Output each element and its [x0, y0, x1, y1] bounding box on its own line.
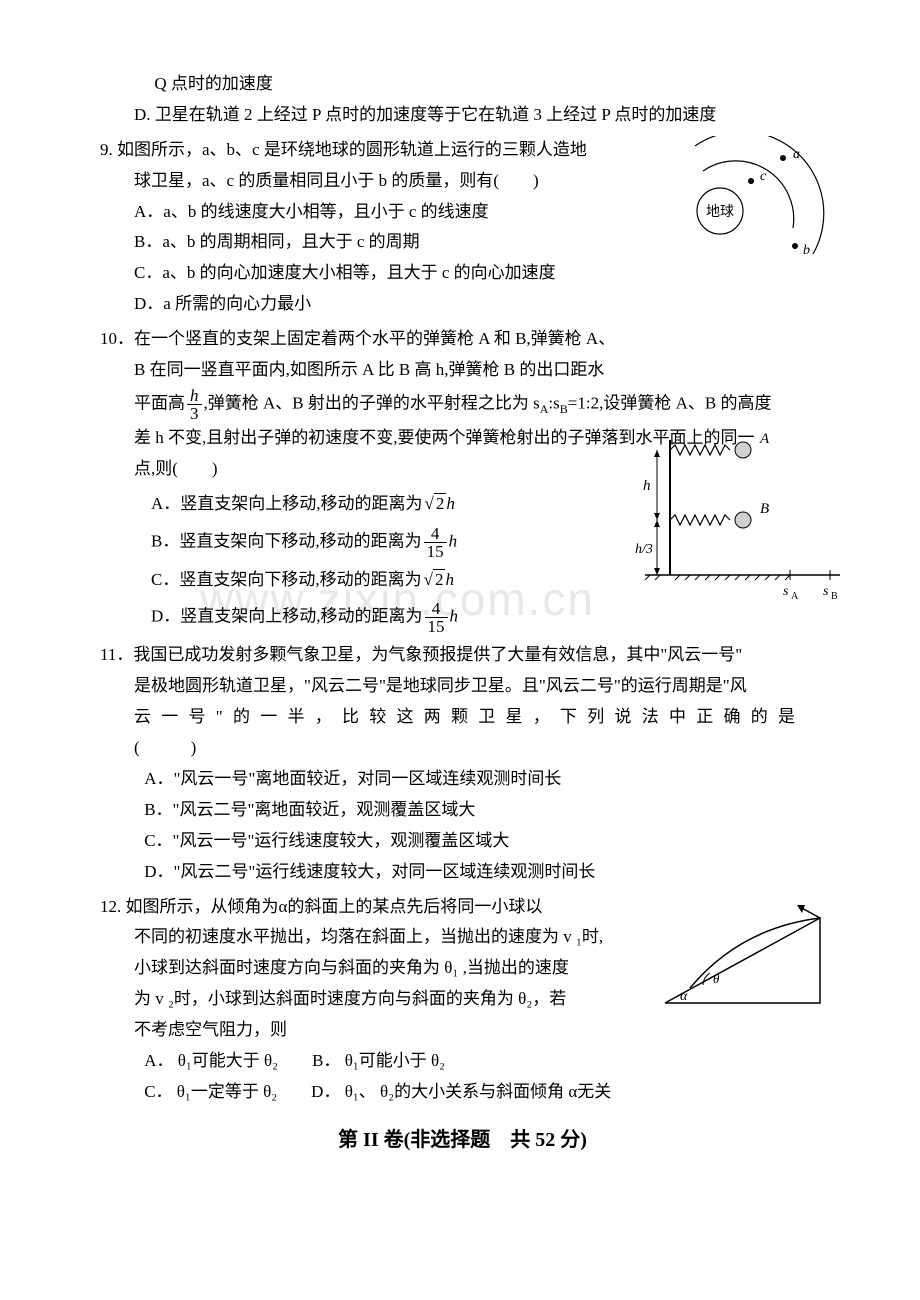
q10-opt-d: D．竖直支架向上移动,移动的距离为415h — [100, 600, 825, 635]
q8-opt-d: D. 卫星在轨道 2 上经过 P 点时的加速度等于它在轨道 3 上经过 P 点时… — [100, 101, 825, 130]
q9: 地球 c a b 9. 如图所示，a、b、c 是环绕地球的圆形轨道上运行的三颗人… — [100, 136, 825, 319]
q11: 11．我国已成功发射多颗气象卫星，为气象预报提供了大量有效信息，其中"风云一号"… — [100, 641, 825, 886]
q8-tail: Q 点时的加速度 D. 卫星在轨道 2 上经过 P 点时的加速度等于它在轨道 3… — [100, 70, 825, 130]
sqrt2h-a: 2 — [423, 490, 447, 519]
q11-stem4: ( ) — [100, 734, 825, 763]
label-c: c — [760, 169, 767, 184]
svg-text:B: B — [831, 591, 838, 602]
q11-stem2: 是极地圆形轨道卫星，"风云二号"是地球同步卫星。且"风云二号"的运行周期是"风 — [100, 672, 825, 701]
q12-opt-cd: C． θ₁一定等于 θ₂ D． θ₁、 θ₂的大小关系与斜面倾角 α无关 — [100, 1078, 825, 1107]
q8-c-tail: Q 点时的加速度 — [100, 70, 825, 99]
label-B: B — [760, 501, 769, 517]
label-alpha: α — [680, 989, 688, 1004]
earth-label: 地球 — [706, 204, 734, 220]
label-b: b — [803, 243, 810, 258]
frac-415-b: 415 — [424, 525, 447, 560]
label-h: h — [643, 478, 651, 494]
q10-stem1: 10．在一个竖直的支架上固定着两个水平的弹簧枪 A 和 B,弹簧枪 A、 — [100, 325, 825, 354]
page-content: Q 点时的加速度 D. 卫星在轨道 2 上经过 P 点时的加速度等于它在轨道 3… — [100, 70, 825, 1157]
label-a: a — [793, 147, 800, 162]
svg-text:s: s — [823, 584, 829, 599]
q10: A B h — [100, 325, 825, 635]
svg-text:A: A — [791, 591, 799, 602]
svg-text:s: s — [783, 584, 789, 599]
q9-figure: 地球 c a b — [665, 136, 825, 276]
q12-figure: α θ — [655, 903, 835, 1023]
q9-opt-d: D．a 所需的向心力最小 — [100, 290, 825, 319]
label-h3: h/3 — [635, 542, 653, 557]
q10-stem3: 平面高h3,弹簧枪 A、B 射出的子弹的水平射程之比为 sA:sB=1:2,设弹… — [100, 387, 825, 422]
label-theta: θ — [713, 971, 720, 986]
q11-opt-c: C．"风云一号"运行线速度较大，观测覆盖区域大 — [100, 827, 825, 856]
frac-415-d: 415 — [425, 600, 448, 635]
q12-opt-ab: A． θ₁可能大于 θ₂ B． θ₁可能小于 θ₂ — [100, 1047, 825, 1076]
q11-opt-b: B．"风云二号"离地面较近，观测覆盖区域大 — [100, 796, 825, 825]
label-A: A — [759, 431, 770, 447]
q12: α θ 12. 如图所示，从倾角为α的斜面上的某点先后将同一小球以 不同的初速度… — [100, 893, 825, 1107]
frac-h3: h3 — [187, 387, 202, 422]
sqrt2h-c: 2 — [422, 566, 446, 595]
section-2-title: 第 II 卷(非选择题 共 52 分) — [100, 1123, 825, 1157]
q11-opt-a: A．"风云一号"离地面较近，对同一区域连续观测时间长 — [100, 765, 825, 794]
q11-stem1: 11．我国已成功发射多颗气象卫星，为气象预报提供了大量有效信息，其中"风云一号" — [100, 641, 825, 670]
q10-stem2: B 在同一竖直平面内,如图所示 A 比 B 高 h,弹簧枪 B 的出口距水 — [100, 356, 825, 385]
q11-opt-d: D．"风云二号"运行线速度较大，对同一区域连续观测时间长 — [100, 858, 825, 887]
q10-figure: A B h — [635, 425, 845, 605]
q11-stem3: 云 一 号 " 的 一 半 ， 比 较 这 两 颗 卫 星 ， 下 列 说 法 … — [100, 703, 825, 732]
